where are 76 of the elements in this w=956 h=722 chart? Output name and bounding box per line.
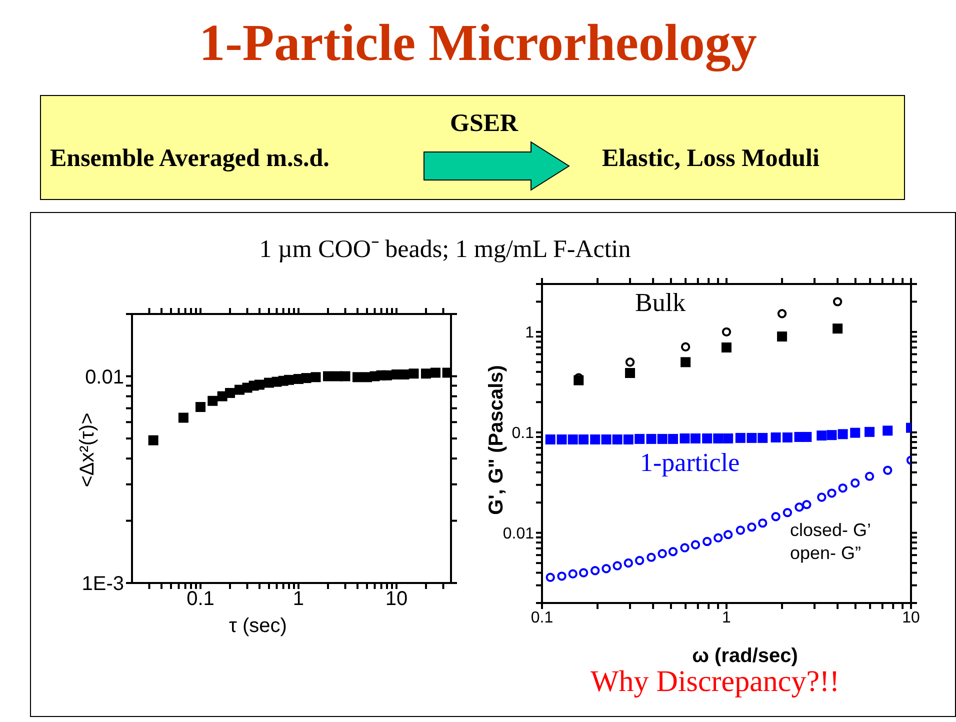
point: [668, 546, 678, 556]
y-tick-label: 0.1: [512, 425, 534, 442]
y-tick-label: 1E-3: [82, 573, 124, 596]
point: [557, 572, 566, 581]
point: [680, 433, 690, 444]
y-tick-label: 0.01: [85, 366, 124, 388]
point: [680, 543, 690, 552]
point: [568, 569, 578, 578]
x-tick-label: 1: [722, 609, 732, 626]
point: [850, 428, 860, 438]
point: [771, 512, 780, 522]
point: [713, 433, 724, 444]
point: [702, 433, 712, 444]
point: [735, 432, 746, 443]
point: [623, 434, 634, 444]
x-tick-label: 10: [902, 609, 920, 626]
text: 1 µm COO⁻ beads; 1 mg/mL F-Actin: [258, 235, 632, 264]
annotation: open- G”: [790, 543, 862, 564]
annotation: 1-particle: [640, 448, 740, 478]
point: [568, 434, 578, 444]
x-tick-label: 0.1: [530, 609, 554, 626]
text: Ensemble Averaged m.s.d.: [50, 145, 330, 173]
point: [770, 432, 781, 442]
annotation: closed- G’: [790, 520, 872, 541]
point: [590, 566, 600, 576]
point: [658, 549, 667, 558]
point: [624, 558, 634, 568]
x-tick-label: 1: [292, 588, 304, 610]
point: [794, 502, 804, 512]
point: [758, 432, 768, 443]
point: [827, 488, 836, 498]
text: 1-Particle Microrheology: [198, 14, 758, 73]
point: [646, 434, 656, 444]
y-tick-label: 0.01: [502, 525, 534, 542]
point: [634, 556, 644, 566]
point: [782, 432, 792, 442]
point: [668, 434, 678, 444]
x-tick-label: 0.1: [186, 588, 214, 610]
point: [736, 526, 746, 535]
point: [816, 430, 827, 441]
y-axis-title: G', G" (Pascals): [486, 365, 508, 515]
point: [578, 434, 589, 444]
point: [826, 430, 837, 440]
y-tick-label: 1: [525, 324, 534, 342]
point: [612, 561, 622, 570]
point: [817, 492, 826, 502]
x-axis-title: ω (rad/sec): [692, 645, 798, 668]
text: Why Discrepancy?!!: [589, 665, 841, 699]
point: [612, 434, 622, 444]
point: [690, 433, 700, 444]
point: [546, 572, 555, 582]
point: [838, 429, 848, 440]
point: [545, 434, 556, 444]
point: [758, 518, 768, 528]
point: [590, 434, 600, 444]
point: [578, 568, 588, 578]
text: Elastic, Loss Moduli: [602, 145, 820, 173]
point: [746, 432, 757, 443]
x-axis-title: τ (sec): [229, 615, 287, 638]
text: GSER: [450, 110, 518, 138]
point: [850, 478, 860, 488]
point: [702, 536, 712, 546]
point: [601, 434, 612, 444]
y-axis-title: <Δx²(τ)>: [76, 412, 100, 488]
point: [556, 434, 567, 444]
point: [634, 434, 645, 444]
annotation: Bulk: [635, 288, 686, 318]
point: [690, 540, 700, 550]
point: [782, 508, 792, 518]
point: [838, 483, 848, 493]
point: [714, 533, 723, 542]
point: [657, 434, 668, 444]
point: [646, 552, 656, 562]
point: [602, 564, 611, 574]
point: [747, 522, 756, 532]
x-tick-label: 10: [385, 588, 408, 610]
